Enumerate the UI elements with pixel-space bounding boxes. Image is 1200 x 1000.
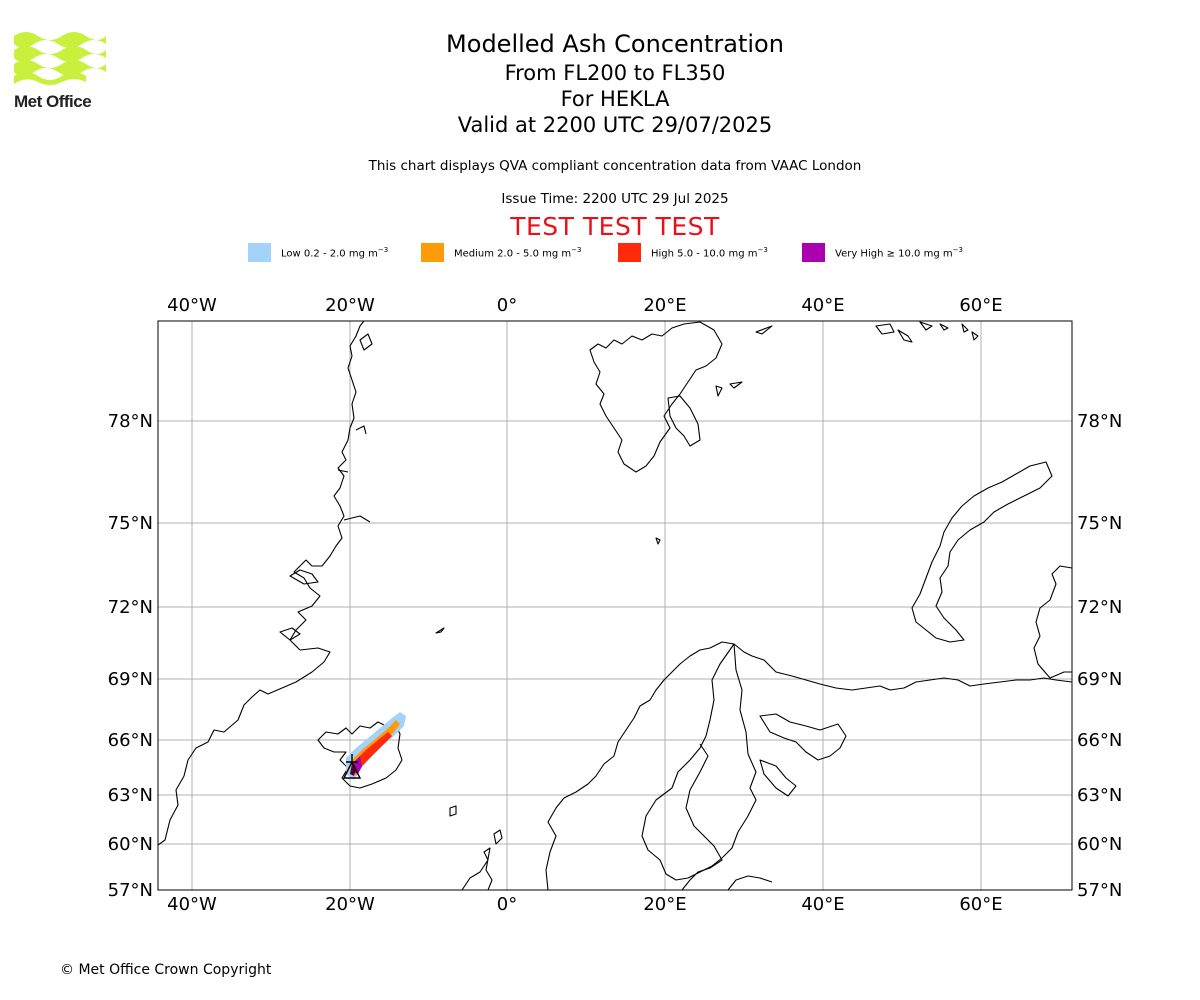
lon-tick-labels-top: 40°W 20°W 0° 20°E 40°E 60°E [167, 295, 1002, 316]
lon-tick-bottom: 40°W [167, 894, 217, 915]
graticule [158, 321, 1072, 890]
legend-item-medium: Medium 2.0 - 5.0 mg m−3 [421, 243, 581, 262]
met-office-waves-icon [14, 32, 106, 85]
lat-tick-left: 60°N [108, 834, 153, 855]
lat-tick-right: 60°N [1077, 834, 1122, 855]
lon-tick-top: 60°E [959, 295, 1002, 316]
lat-tick-left: 72°N [108, 597, 153, 618]
lat-tick-right: 57°N [1077, 880, 1122, 901]
fjord-detail-1 [289, 569, 319, 585]
legend-item-very-high: Very High ≥ 10.0 mg m−3 [802, 243, 963, 262]
uk-north [461, 847, 493, 890]
legend-unit-exponent: −3 [952, 245, 963, 254]
map-plot-area [158, 321, 1072, 890]
lat-tick-left: 57°N [108, 880, 153, 901]
legend-swatch-medium [421, 243, 444, 262]
vaygach-coast [1033, 565, 1072, 679]
legend-swatch-low [248, 243, 271, 262]
sweden-baltic [681, 743, 723, 890]
lon-tick-top: 40°E [801, 295, 844, 316]
lon-tick-top: 20°E [643, 295, 686, 316]
hekla-volcano-marker[interactable] [342, 754, 362, 779]
lon-tick-top: 0° [497, 295, 517, 316]
legend-label-very-high: Very High ≥ 10.0 mg m [835, 248, 953, 260]
svalbard-coast [589, 321, 723, 473]
lat-tick-left: 66°N [108, 730, 153, 751]
lat-tick-right: 63°N [1077, 785, 1122, 806]
jan-mayen [435, 627, 445, 634]
lat-tick-left: 78°N [108, 411, 153, 432]
ash-plume [346, 712, 406, 780]
chart-description: This chart displays QVA compliant concen… [368, 158, 862, 174]
faroe-islands [449, 805, 457, 817]
kola-white-sea [641, 643, 757, 881]
franz-josef-land [875, 321, 979, 343]
lat-tick-right: 75°N [1077, 513, 1122, 534]
lon-tick-bottom: 60°E [959, 894, 1002, 915]
lat-tick-right: 69°N [1077, 669, 1122, 690]
test-banner: TEST TEST TEST [510, 212, 720, 241]
lat-tick-right: 66°N [1077, 730, 1122, 751]
legend-item-low: Low 0.2 - 2.0 mg m−3 [248, 243, 388, 262]
fjord-detail-2 [279, 627, 301, 641]
lon-tick-bottom: 0° [497, 894, 517, 915]
finland-lakes [759, 759, 797, 797]
lon-tick-top: 20°W [325, 295, 375, 316]
bear-island [655, 537, 661, 545]
greenland-inner-fjord [337, 333, 373, 523]
iceland-coast [317, 721, 403, 789]
legend-swatch-very-high [802, 243, 825, 262]
legend-label-medium: Medium 2.0 - 5.0 mg m [454, 248, 572, 260]
lat-tick-left: 69°N [108, 669, 153, 690]
chart-titles: Modelled Ash Concentration From FL200 to… [315, 28, 915, 138]
chart-title: Modelled Ash Concentration [446, 30, 784, 58]
legend-label-high: High 5.0 - 10.0 mg m [651, 248, 758, 260]
novaya-zemlya [911, 461, 1053, 643]
lon-tick-labels-bottom: 40°W 20°W 0° 20°E 40°E 60°E [167, 894, 1002, 915]
legend-label-low: Low 0.2 - 2.0 mg m [281, 248, 378, 260]
concentration-legend: Low 0.2 - 2.0 mg m−3 Medium 2.0 - 5.0 mg… [0, 243, 1200, 265]
gulf-of-finland [727, 875, 773, 890]
lon-tick-bottom: 20°W [325, 894, 375, 915]
issue-time: Issue Time: 2200 UTC 29 Jul 2025 [501, 191, 729, 207]
lat-tick-left: 63°N [108, 785, 153, 806]
lat-tick-labels-left: 78°N 75°N 72°N 69°N 66°N 63°N 60°N 57°N [108, 411, 153, 901]
lat-tick-left: 75°N [108, 513, 153, 534]
lon-tick-bottom: 20°E [643, 894, 686, 915]
lon-tick-top: 40°W [167, 295, 217, 316]
legend-unit-exponent: −3 [377, 245, 389, 254]
logo-wordmark: Met Office [14, 92, 92, 111]
legend-unit-exponent: −3 [571, 245, 582, 254]
lat-tick-right: 72°N [1077, 597, 1122, 618]
lon-tick-bottom: 40°E [801, 894, 844, 915]
svalbard-east [667, 395, 701, 447]
plume-high [352, 732, 392, 774]
coastlines [158, 321, 1072, 890]
copyright-notice: © Met Office Crown Copyright [60, 962, 272, 978]
flight-level-range: From FL200 to FL350 [504, 61, 726, 85]
legend-item-high: High 5.0 - 10.0 mg m−3 [618, 243, 768, 262]
volcano-name: For HEKLA [560, 87, 670, 111]
lat-tick-right: 78°N [1077, 411, 1122, 432]
shetland-islands [493, 829, 503, 845]
legend-unit-exponent: −3 [757, 245, 768, 254]
lat-tick-labels-right: 78°N 75°N 72°N 69°N 66°N 63°N 60°N 57°N [1077, 411, 1122, 901]
legend-swatch-high [618, 243, 641, 262]
map-frame [157, 320, 1073, 891]
greenland-coast [158, 321, 365, 846]
met-office-logo: Met Office [14, 30, 114, 112]
white-sea [759, 713, 847, 761]
svalbard-islets [715, 325, 773, 397]
valid-time: Valid at 2200 UTC 29/07/2025 [457, 113, 773, 137]
